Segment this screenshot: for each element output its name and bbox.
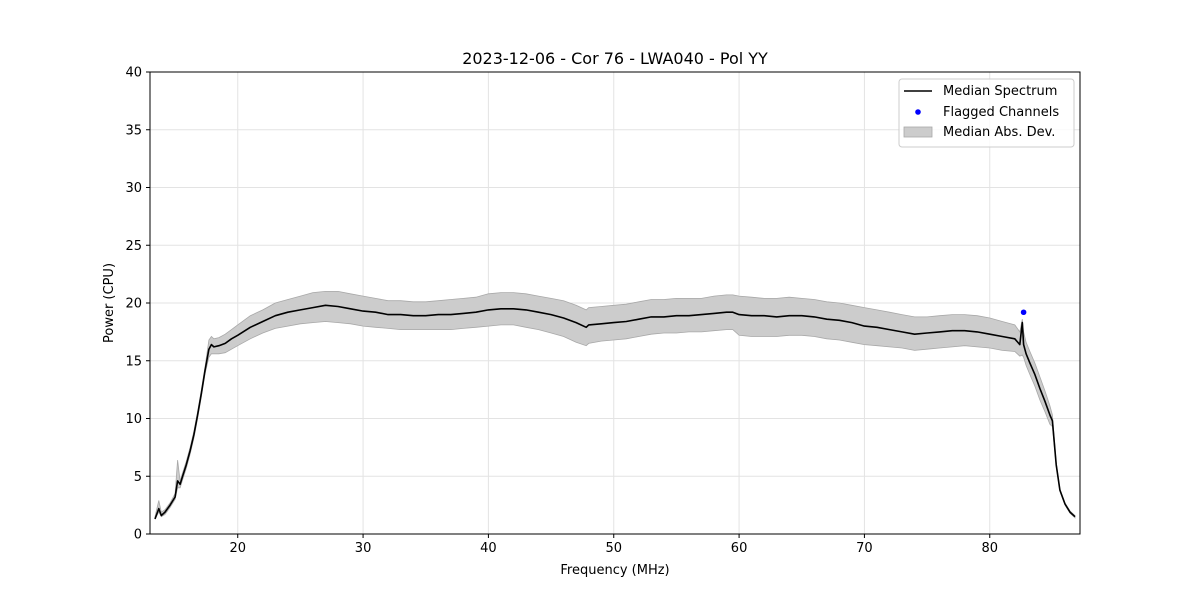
y-tick-label: 0	[134, 528, 142, 543]
x-axis-label: Frequency (MHz)	[560, 563, 669, 578]
x-tick-label: 30	[355, 541, 372, 556]
legend-flagged-label: Flagged Channels	[943, 105, 1059, 120]
legend: Median Spectrum Flagged Channels Median …	[898, 78, 1075, 148]
flagged-channel-point	[1020, 309, 1027, 316]
legend-mad-swatch	[903, 126, 933, 138]
axis-ticks: 20 30 40 50 60 70 80 0 5 10 15 20 25 30 35 40	[125, 66, 998, 557]
x-tick-label: 60	[731, 541, 748, 556]
legend-box	[898, 78, 1075, 148]
median-spectrum-line	[154, 304, 1076, 520]
y-tick-label: 35	[125, 123, 142, 138]
x-tick-label: 70	[856, 541, 873, 556]
y-tick-label: 5	[134, 470, 142, 485]
x-tick-label: 40	[480, 541, 497, 556]
y-tick-label: 25	[125, 239, 142, 254]
x-tick-label: 50	[605, 541, 622, 556]
x-tick-label: 20	[229, 541, 246, 556]
chart-title: 2023-12-06 - Cor 76 - LWA040 - Pol YY	[462, 49, 768, 68]
y-axis-label: Power (CPU)	[102, 263, 117, 343]
flagged-channels	[1020, 309, 1027, 316]
y-tick-label: 40	[125, 66, 142, 81]
y-tick-label: 20	[125, 297, 142, 312]
legend-flagged-swatch	[915, 109, 921, 115]
y-tick-label: 30	[125, 181, 142, 196]
y-tick-label: 15	[125, 354, 142, 369]
y-tick-label: 10	[125, 412, 142, 427]
x-tick-label: 80	[981, 541, 998, 556]
legend-mad-label: Median Abs. Dev.	[943, 125, 1055, 140]
legend-median-label: Median Spectrum	[943, 84, 1057, 99]
median-abs-dev-band	[154, 291, 1076, 520]
